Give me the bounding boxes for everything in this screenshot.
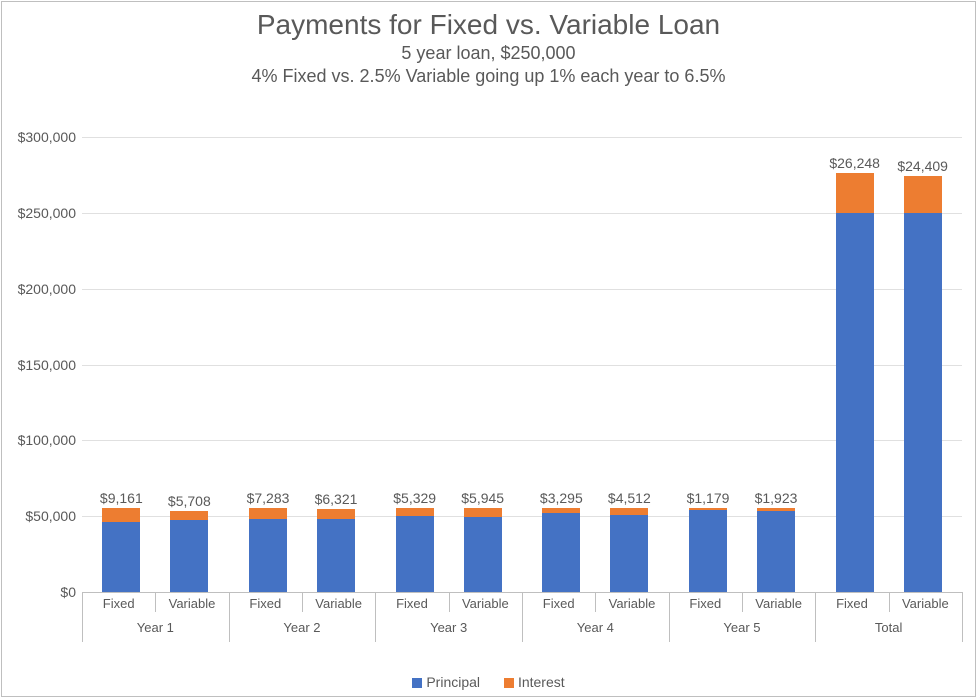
- x-sub-label: Fixed: [669, 596, 742, 611]
- x-sub-label: Variable: [449, 596, 522, 611]
- y-tick-label: $250,000: [18, 205, 76, 221]
- chart-subtitle-2: 4% Fixed vs. 2.5% Variable going up 1% e…: [2, 65, 975, 88]
- legend-swatch-principal: [412, 678, 422, 688]
- x-sub-label: Fixed: [815, 596, 888, 611]
- bar-stack: $5,329: [396, 508, 434, 592]
- x-sub-label: Variable: [155, 596, 228, 611]
- gridline: [82, 213, 962, 214]
- x-axis-separator: [962, 592, 963, 642]
- chart-title: Payments for Fixed vs. Variable Loan: [2, 8, 975, 42]
- legend-item-interest: Interest: [504, 674, 565, 690]
- x-sub-label: Variable: [595, 596, 668, 611]
- x-group-label: Year 4: [522, 620, 669, 635]
- bar-data-label: $5,329: [393, 490, 436, 506]
- x-sub-label: Fixed: [522, 596, 595, 611]
- y-tick-label: $150,000: [18, 357, 76, 373]
- x-sub-label: Variable: [889, 596, 962, 611]
- chart-title-block: Payments for Fixed vs. Variable Loan 5 y…: [2, 2, 975, 88]
- bar-data-label: $5,945: [461, 490, 504, 506]
- bar-segment-principal: [904, 213, 942, 592]
- bar-segment-principal: [249, 519, 287, 592]
- bar-stack: $4,512: [610, 508, 648, 592]
- bar-stack: $24,409: [904, 176, 942, 592]
- bar-data-label: $1,179: [687, 490, 730, 506]
- bar-segment-principal: [317, 519, 355, 592]
- bar-segment-interest: [170, 511, 208, 520]
- bar-segment-principal: [464, 517, 502, 592]
- x-group-label: Year 5: [669, 620, 816, 635]
- bar-stack: $26,248: [836, 173, 874, 592]
- bar-data-label: $3,295: [540, 490, 583, 506]
- bar-segment-principal: [689, 510, 727, 592]
- bar-segment-interest: [464, 508, 502, 517]
- x-sub-label: Variable: [302, 596, 375, 611]
- bar-data-label: $7,283: [247, 490, 290, 506]
- bar-stack: $1,923: [757, 508, 795, 592]
- bar-segment-interest: [836, 173, 874, 213]
- y-tick-label: $100,000: [18, 432, 76, 448]
- bar-segment-interest: [102, 508, 140, 522]
- bar-segment-interest: [904, 176, 942, 213]
- gridline: [82, 440, 962, 441]
- bar-data-label: $4,512: [608, 490, 651, 506]
- bar-data-label: $1,923: [755, 490, 798, 506]
- gridline: [82, 516, 962, 517]
- legend: Principal Interest: [2, 674, 975, 690]
- bar-stack: $5,708: [170, 511, 208, 592]
- x-group-label: Year 2: [229, 620, 376, 635]
- bar-segment-principal: [542, 513, 580, 592]
- y-tick-label: $0: [60, 584, 76, 600]
- bar-segment-principal: [836, 213, 874, 592]
- bar-data-label: $26,248: [829, 155, 880, 171]
- bar-data-label: $9,161: [100, 490, 143, 506]
- bar-segment-principal: [102, 522, 140, 592]
- legend-swatch-interest: [504, 678, 514, 688]
- x-group-label: Year 3: [375, 620, 522, 635]
- x-sub-label: Fixed: [375, 596, 448, 611]
- y-tick-label: $200,000: [18, 281, 76, 297]
- bar-segment-principal: [757, 511, 795, 592]
- y-tick-label: $50,000: [25, 508, 76, 524]
- bar-stack: $3,295: [542, 508, 580, 592]
- bar-stack: $6,321: [317, 509, 355, 592]
- bar-data-label: $24,409: [897, 158, 948, 174]
- bar-stack: $9,161: [102, 508, 140, 592]
- x-group-label: Total: [815, 620, 962, 635]
- bar-segment-interest: [317, 509, 355, 519]
- bar-segment-principal: [610, 515, 648, 592]
- bar-stack: $1,179: [689, 508, 727, 592]
- gridline: [82, 365, 962, 366]
- bar-segment-principal: [396, 516, 434, 592]
- bar-data-label: $6,321: [315, 491, 358, 507]
- x-sub-label: Fixed: [229, 596, 302, 611]
- chart-subtitle-1: 5 year loan, $250,000: [2, 42, 975, 65]
- x-sub-label: Variable: [742, 596, 815, 611]
- bar-segment-interest: [396, 508, 434, 516]
- x-sub-label: Fixed: [82, 596, 155, 611]
- bar-data-label: $5,708: [168, 493, 211, 509]
- gridline: [82, 289, 962, 290]
- y-tick-label: $300,000: [18, 129, 76, 145]
- x-group-label: Year 1: [82, 620, 229, 635]
- bar-segment-interest: [610, 508, 648, 515]
- plot-area: $0$50,000$100,000$150,000$200,000$250,00…: [82, 137, 962, 593]
- bar-segment-interest: [249, 508, 287, 519]
- chart-frame: Payments for Fixed vs. Variable Loan 5 y…: [1, 1, 976, 697]
- bar-stack: $7,283: [249, 508, 287, 592]
- gridline: [82, 137, 962, 138]
- legend-label-principal: Principal: [426, 674, 480, 690]
- bar-segment-principal: [170, 520, 208, 592]
- bar-stack: $5,945: [464, 508, 502, 592]
- legend-item-principal: Principal: [412, 674, 480, 690]
- legend-label-interest: Interest: [518, 674, 565, 690]
